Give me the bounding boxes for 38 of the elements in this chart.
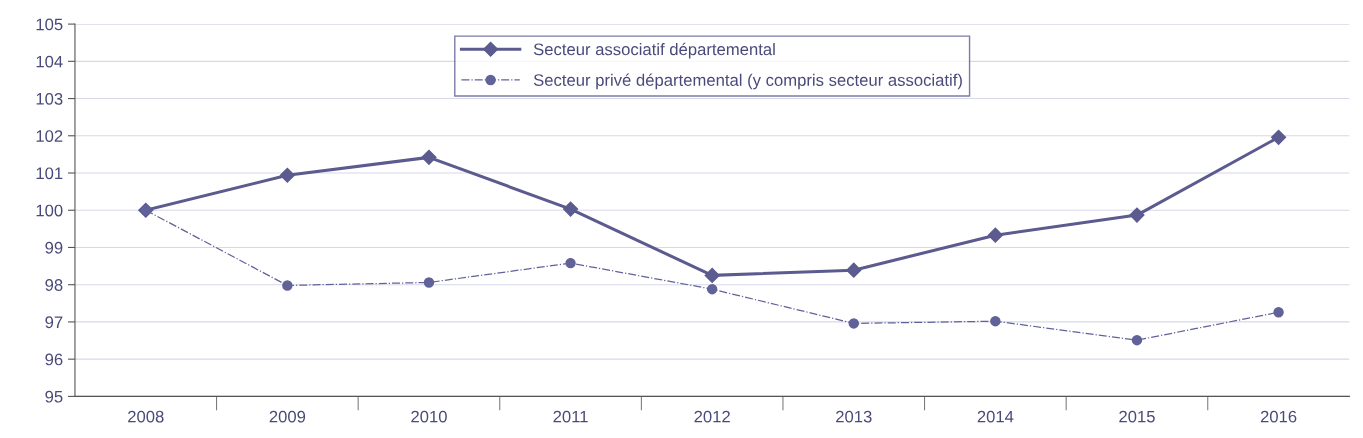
y-tick-label: 97 — [45, 316, 63, 329]
x-tick-label: 2012 — [694, 410, 730, 423]
y-tick-label: 101 — [36, 167, 63, 180]
point — [282, 280, 293, 291]
point — [704, 267, 720, 283]
x-tick-label: 2013 — [836, 410, 872, 423]
y-tick-label: 96 — [45, 353, 63, 366]
point — [848, 318, 859, 329]
point — [1131, 334, 1143, 346]
point — [1129, 207, 1145, 223]
point — [565, 257, 576, 269]
x-tick-label: 2014 — [977, 410, 1014, 423]
point — [846, 262, 862, 278]
point — [1270, 129, 1287, 145]
legend-label: Secteur privé départemental (y compris secteur associatif) — [533, 73, 962, 90]
point — [706, 283, 718, 295]
x-tick-label: 2009 — [269, 410, 306, 423]
point — [562, 201, 579, 217]
point — [423, 277, 435, 288]
y-tick-label: 105 — [36, 18, 63, 31]
y-tick-label: 100 — [36, 204, 63, 217]
x-tick-label: 2011 — [553, 410, 588, 423]
y-tick-label: 99 — [45, 241, 63, 254]
legend-label: Secteur associatif départemental — [533, 42, 775, 59]
y-tick-label: 95 — [45, 390, 63, 403]
point — [421, 149, 437, 165]
x-tick-label: 2010 — [411, 410, 447, 423]
x-tick-label: 2008 — [128, 410, 164, 423]
point — [1273, 307, 1284, 318]
point — [990, 315, 1001, 327]
point — [279, 167, 295, 183]
x-tick-label: 2015 — [1119, 410, 1155, 423]
x-tick-label: 2016 — [1260, 410, 1297, 423]
y-tick-label: 102 — [36, 130, 63, 142]
y-tick-label: 98 — [45, 279, 63, 291]
y-tick-label: 104 — [36, 55, 63, 68]
y-tick-label: 103 — [36, 92, 63, 105]
point — [987, 227, 1003, 243]
